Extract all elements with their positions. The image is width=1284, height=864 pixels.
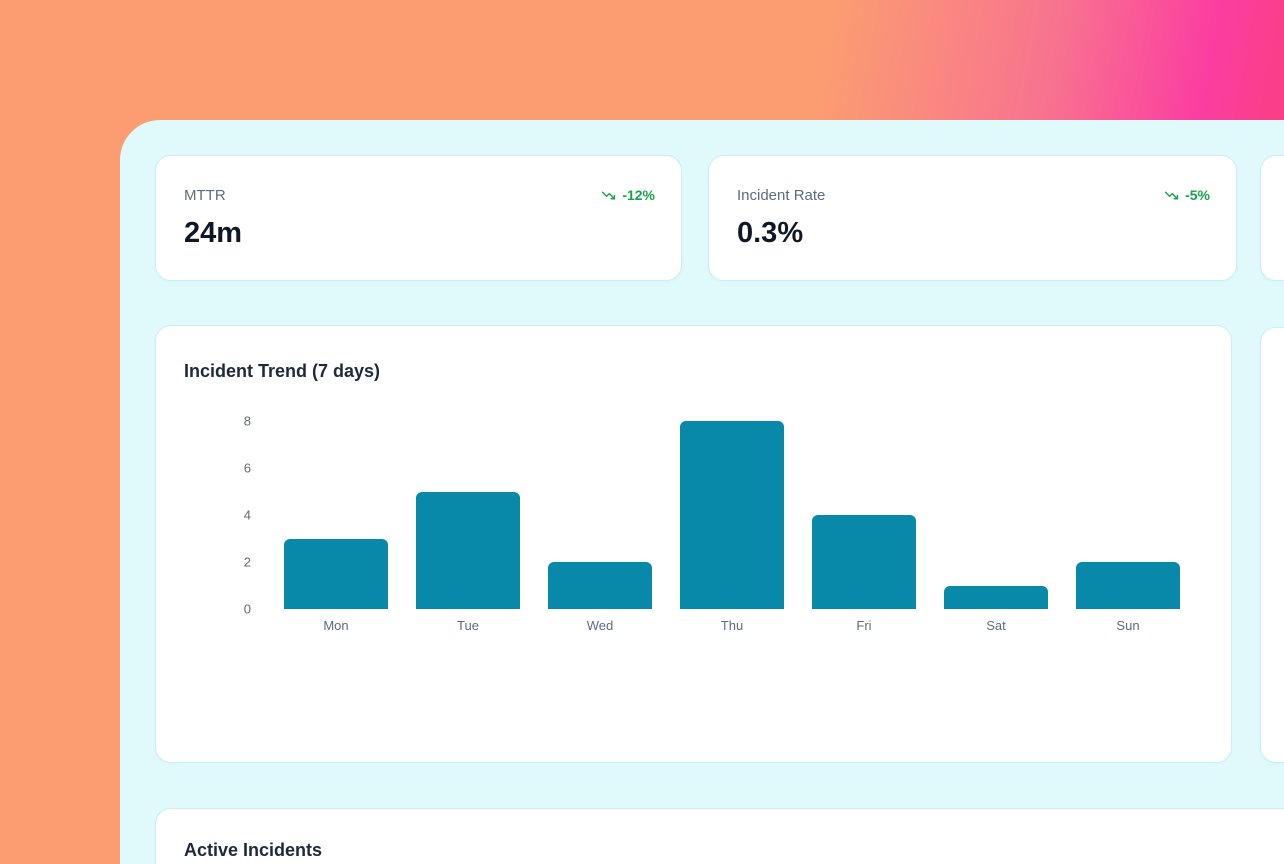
x-tick-label: Fri: [856, 618, 872, 633]
metric-card-mttr: MTTR -12% 24m: [155, 155, 682, 281]
y-tick-label: 8: [243, 413, 251, 429]
y-tick-label: 0: [243, 601, 251, 617]
side-card-partial: [1260, 327, 1284, 763]
x-tick-label: Thu: [720, 618, 744, 633]
x-tick-label: Tue: [457, 618, 479, 633]
active-incidents-card: Active Incidents: [155, 808, 1284, 864]
metric-trend-badge: -12%: [600, 188, 655, 202]
bar-slot: [270, 421, 402, 609]
x-axis: Mon Tue Wed Thu Fri Sat Sun: [270, 619, 1203, 632]
bars-area: [270, 421, 1194, 609]
incident-trend-chart-card: Incident Trend (7 days) 0 2 4 6 8 Mon Tue Wed T…: [155, 325, 1232, 763]
active-incidents-title: Active Incidents: [184, 840, 323, 860]
x-tick-label: Wed: [586, 618, 614, 633]
metric-value: 0.3%: [737, 217, 804, 249]
bar-slot: [930, 421, 1062, 609]
metric-card-partial: [1260, 155, 1284, 281]
y-axis: 0 2 4 6 8: [184, 415, 251, 616]
bar-slot: [666, 421, 798, 609]
bar-sun: [1076, 562, 1180, 609]
metric-label: MTTR: [184, 187, 226, 204]
bar-slot: [1062, 421, 1194, 609]
y-tick-label: 4: [243, 507, 251, 523]
metric-value: 24m: [184, 217, 243, 249]
bar-chart: 0 2 4 6 8: [184, 415, 1203, 616]
metric-trend-value: -5%: [1185, 187, 1210, 203]
trending-down-icon: [602, 191, 616, 199]
bar-thu: [680, 421, 784, 609]
bar-slot: [798, 421, 930, 609]
metric-card-header: MTTR -12%: [184, 188, 655, 203]
bar-sat: [944, 585, 1048, 609]
y-tick-label: 2: [243, 554, 251, 570]
metric-card-header: Incident Rate -5%: [737, 188, 1210, 203]
dashboard-panel: MTTR -12% 24m Incident Rate: [120, 120, 1284, 864]
x-tick-label: Mon: [323, 618, 349, 633]
bar-slot: [534, 421, 666, 609]
x-tick-label: Sun: [1116, 618, 1140, 633]
metric-trend-value: -12%: [622, 187, 655, 203]
metric-trend-badge: -5%: [1163, 188, 1210, 202]
bar-mon: [284, 538, 388, 609]
bar-wed: [548, 562, 652, 609]
chart-title: Incident Trend (7 days): [184, 361, 381, 381]
bar-slot: [402, 421, 534, 609]
trending-down-icon: [1164, 191, 1179, 199]
bar-fri: [812, 515, 916, 609]
bar-tue: [416, 491, 520, 609]
x-tick-label: Sat: [986, 618, 1006, 633]
y-tick-label: 6: [243, 460, 251, 476]
metric-card-incident-rate: Incident Rate -5% 0.3%: [708, 155, 1237, 281]
metric-label: Incident Rate: [737, 187, 826, 204]
